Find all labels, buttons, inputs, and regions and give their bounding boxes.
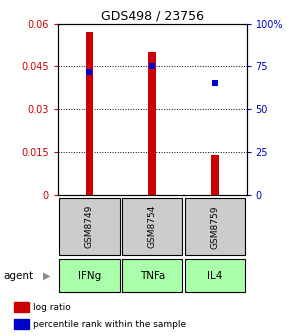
FancyBboxPatch shape (59, 198, 119, 255)
Text: TNFa: TNFa (139, 270, 165, 281)
Text: GSM8749: GSM8749 (85, 205, 94, 249)
Bar (14, 302, 29, 312)
Text: ▶: ▶ (43, 270, 51, 281)
Title: GDS498 / 23756: GDS498 / 23756 (101, 9, 204, 23)
Bar (86, 32, 93, 195)
FancyBboxPatch shape (122, 259, 182, 292)
Text: GSM8759: GSM8759 (211, 205, 220, 249)
Text: log ratio: log ratio (33, 303, 71, 312)
Bar (148, 52, 156, 195)
Text: percentile rank within the sample: percentile rank within the sample (33, 320, 186, 329)
FancyBboxPatch shape (59, 259, 119, 292)
Text: agent: agent (3, 270, 33, 281)
Text: IL4: IL4 (207, 270, 223, 281)
Bar (14, 319, 29, 329)
FancyBboxPatch shape (122, 198, 182, 255)
FancyBboxPatch shape (185, 198, 245, 255)
FancyBboxPatch shape (185, 259, 245, 292)
Text: IFNg: IFNg (78, 270, 101, 281)
Bar (211, 155, 219, 195)
Text: GSM8754: GSM8754 (148, 205, 157, 249)
